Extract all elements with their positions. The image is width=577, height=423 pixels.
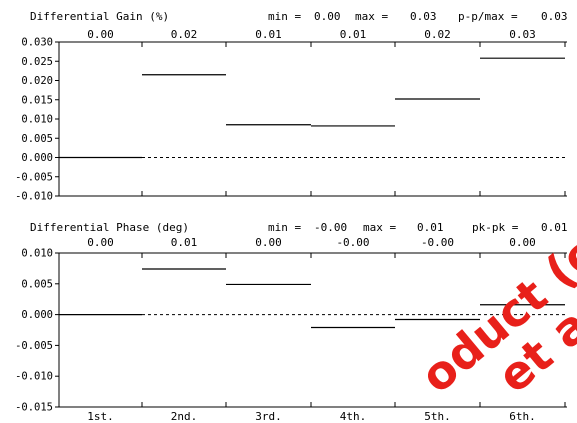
- phase-panel: 0.010 0.005 0.000 -0.005 -0.010 -0.015 0.00 0.0…: [15, 236, 567, 414]
- phase-value-label-5: -0.00: [421, 236, 454, 249]
- phase-ytick-label: -0.010: [15, 371, 53, 383]
- x-axis-labels: 1st. 2nd. 3rd. 4th. 5th. 6th.: [87, 410, 536, 423]
- gain-pp-label: p-p/max =: [458, 10, 518, 23]
- phase-max-value: 0.01: [417, 221, 444, 234]
- x-label-4: 4th.: [340, 410, 367, 423]
- phase-ytick-label: -0.005: [15, 340, 53, 352]
- gain-ytick-label: 0.025: [21, 56, 53, 68]
- phase-max-label: max =: [363, 221, 396, 234]
- phase-pp-value: 0.01: [541, 221, 568, 234]
- gain-ytick-label: -0.010: [15, 191, 53, 203]
- gain-value-label-3: 0.01: [255, 28, 282, 41]
- gain-ytick-label: 0.015: [21, 94, 53, 106]
- gain-max-label: max =: [355, 10, 388, 23]
- gain-min-label: min =: [268, 10, 301, 23]
- gain-value-label-2: 0.02: [171, 28, 198, 41]
- gain-ytick-label: -0.005: [15, 171, 53, 183]
- gain-pp-value: 0.03: [541, 10, 568, 23]
- gain-value-label-6: 0.03: [509, 28, 536, 41]
- gain-panel: 0.030 0.025 0.020 0.015 0.010 0.005 0.000 -0.00…: [15, 28, 567, 203]
- gain-min-value: 0.00: [314, 10, 341, 23]
- phase-ytick-label: 0.010: [21, 248, 53, 260]
- phase-value-label-1: 0.00: [87, 236, 114, 249]
- phase-value-label-3: 0.00: [255, 236, 282, 249]
- gain-value-label-1: 0.00: [87, 28, 114, 41]
- gain-ytick-label: 0.030: [21, 37, 53, 49]
- gain-ytick-label: 0.010: [21, 114, 53, 126]
- phase-ytick-label: 0.000: [21, 309, 53, 321]
- gain-ytick-label: 0.000: [21, 152, 53, 164]
- phase-value-label-2: 0.01: [171, 236, 198, 249]
- x-label-2: 2nd.: [171, 410, 198, 423]
- gain-ytick-label: 0.020: [21, 75, 53, 87]
- gain-value-label-5: 0.02: [424, 28, 451, 41]
- phase-pp-label: pk-pk =: [472, 221, 519, 234]
- gain-title: Differential Gain (%): [30, 10, 169, 23]
- phase-min-value: -0.00: [314, 221, 347, 234]
- x-label-6: 6th.: [509, 410, 536, 423]
- x-label-3: 3rd.: [255, 410, 282, 423]
- x-label-5: 5th.: [424, 410, 451, 423]
- phase-value-label-4: -0.00: [336, 236, 369, 249]
- phase-ytick-label: 0.005: [21, 278, 53, 290]
- x-label-1: 1st.: [87, 410, 114, 423]
- gain-ytick-label: 0.005: [21, 133, 53, 145]
- phase-value-label-6: 0.00: [509, 236, 536, 249]
- gain-max-value: 0.03: [410, 10, 437, 23]
- gain-value-label-4: 0.01: [340, 28, 367, 41]
- phase-ytick-label: -0.015: [15, 402, 53, 414]
- phase-title: Differential Phase (deg): [30, 221, 189, 234]
- phase-min-label: min =: [268, 221, 301, 234]
